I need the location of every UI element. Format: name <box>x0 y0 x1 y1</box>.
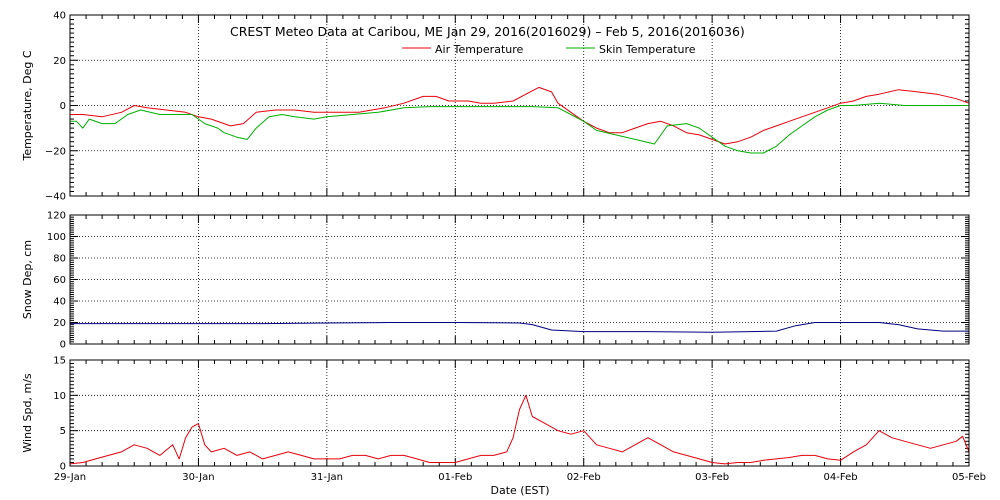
x-tick-label: 01-Feb <box>438 472 472 483</box>
y-tick-label: 15 <box>53 356 66 367</box>
y-tick-label: 40 <box>53 297 66 308</box>
plot-frame <box>69 14 970 197</box>
x-tick-label: 03-Feb <box>695 472 729 483</box>
y-tick-label: 40 <box>53 11 66 22</box>
y-tick-label: −20 <box>45 146 66 157</box>
series-line-1-2 <box>70 102 969 154</box>
y-tick-label: 120 <box>47 211 66 222</box>
panel-2: 0 20 40 60 80 100 120 Snow Dep, cm <box>21 211 970 351</box>
x-tick-label: 30-Jan <box>182 472 214 483</box>
y-tick-label: 0 <box>60 101 66 112</box>
x-tick-label: 29-Jan <box>54 472 86 483</box>
y-tick-label: 5 <box>60 426 66 437</box>
chart-title: CREST Meteo Data at Caribou, ME Jan 29, … <box>230 24 745 39</box>
x-tick-label: 02-Feb <box>567 472 601 483</box>
y-axis-label: Wind Spd, m/s <box>21 373 34 453</box>
y-tick-label: 0 <box>60 462 66 473</box>
legend: Air Temperature Skin Temperature <box>402 43 696 56</box>
y-tick-label: 10 <box>53 391 66 402</box>
plot-frame <box>69 214 970 345</box>
x-tick-label: 04-Feb <box>824 472 858 483</box>
y-tick-label: 100 <box>47 232 66 243</box>
series-line-2-1 <box>70 322 969 333</box>
x-tick-label: 31-Jan <box>311 472 343 483</box>
y-tick-label: 20 <box>53 56 66 67</box>
series-line-1-1 <box>70 86 970 145</box>
y-tick-label: 80 <box>53 254 66 265</box>
y-tick-label: −40 <box>45 192 66 203</box>
y-tick-label: 60 <box>53 275 66 286</box>
x-tick-label: 05-Feb <box>952 472 986 483</box>
panel-3: 0 5 10 15 Wind Spd, m/s <box>21 356 970 473</box>
x-tick-labels: 29-Jan 30-Jan 31-Jan 01-Feb 02-Feb 03-Feb 04-F… <box>54 472 986 483</box>
chart-panels: −40 −20 0 20 40 Temperature, Deg C 0 20 40 60 80 10… <box>21 11 986 484</box>
legend-label-1: Air Temperature <box>435 43 524 56</box>
y-axis-label: Temperature, Deg C <box>21 50 34 161</box>
x-axis-label: Date (EST) <box>490 484 549 497</box>
series-line-3-1 <box>69 394 970 465</box>
panel-1: −40 −20 0 20 40 Temperature, Deg C <box>21 11 970 203</box>
legend-label-2: Skin Temperature <box>599 43 696 56</box>
y-tick-label: 20 <box>53 318 66 329</box>
y-tick-label: 0 <box>60 340 66 351</box>
y-axis-label: Snow Dep, cm <box>21 240 34 319</box>
plot-frame <box>69 359 970 467</box>
